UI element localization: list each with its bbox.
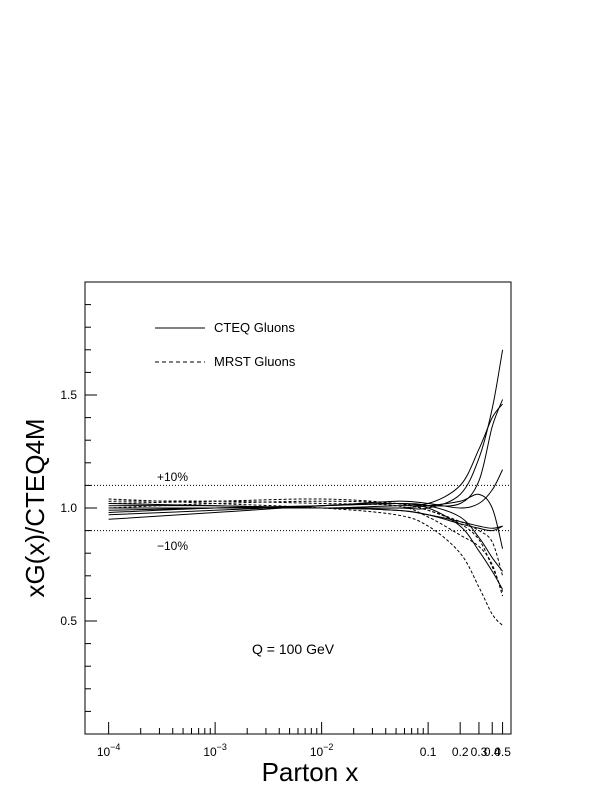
legend-label-mrst: MRST Gluons [214, 354, 296, 369]
x-tick-label: 0.5 [494, 745, 511, 759]
x-tick-label: 0.2 [452, 745, 469, 759]
x-axis: 10−4 10−3 10−2 0.1 0.2 0.30.40.5 [97, 722, 511, 759]
y-tick-label: 1.0 [60, 501, 77, 515]
x-tick-label: 0.4 [484, 745, 501, 759]
legend-label-cteq: CTEQ Gluons [214, 320, 295, 335]
cteq-curve-0 [108, 349, 504, 510]
y-tick-label: 0.5 [60, 614, 77, 628]
cteq-curve-8 [108, 502, 504, 590]
cteq-curve-2 [108, 399, 504, 509]
cteq-curve-1 [108, 403, 503, 511]
reference-label-minus: −10% [157, 539, 188, 553]
cteq-curve-6 [108, 507, 503, 529]
cteq-curve-4 [108, 493, 504, 549]
legend: CTEQ Gluons MRST Gluons [155, 320, 296, 369]
y-axis-title: xG(x)/CTEQ4M [20, 418, 50, 597]
y-tick-label: 1.5 [60, 388, 77, 402]
x-tick-label: 10−4 [97, 742, 121, 759]
x-tick-label: 0.1 [420, 745, 437, 759]
y-axis: 0.5 1.0 1.5 [60, 304, 97, 712]
q-annotation: Q = 100 GeV [252, 641, 335, 657]
x-axis-title: Parton x [262, 757, 359, 787]
reference-label-plus: +10% [157, 470, 188, 484]
reference-lines [85, 484, 511, 532]
series-lines [108, 349, 504, 626]
x-tick-label: 10−3 [203, 742, 227, 759]
cteq-curve-5 [108, 507, 503, 532]
mrst-curve-12 [108, 500, 504, 592]
cteq-curve-7 [108, 502, 503, 572]
x-tick-label: 10−2 [310, 742, 334, 759]
x-tick-label: 0.3 [471, 745, 488, 759]
